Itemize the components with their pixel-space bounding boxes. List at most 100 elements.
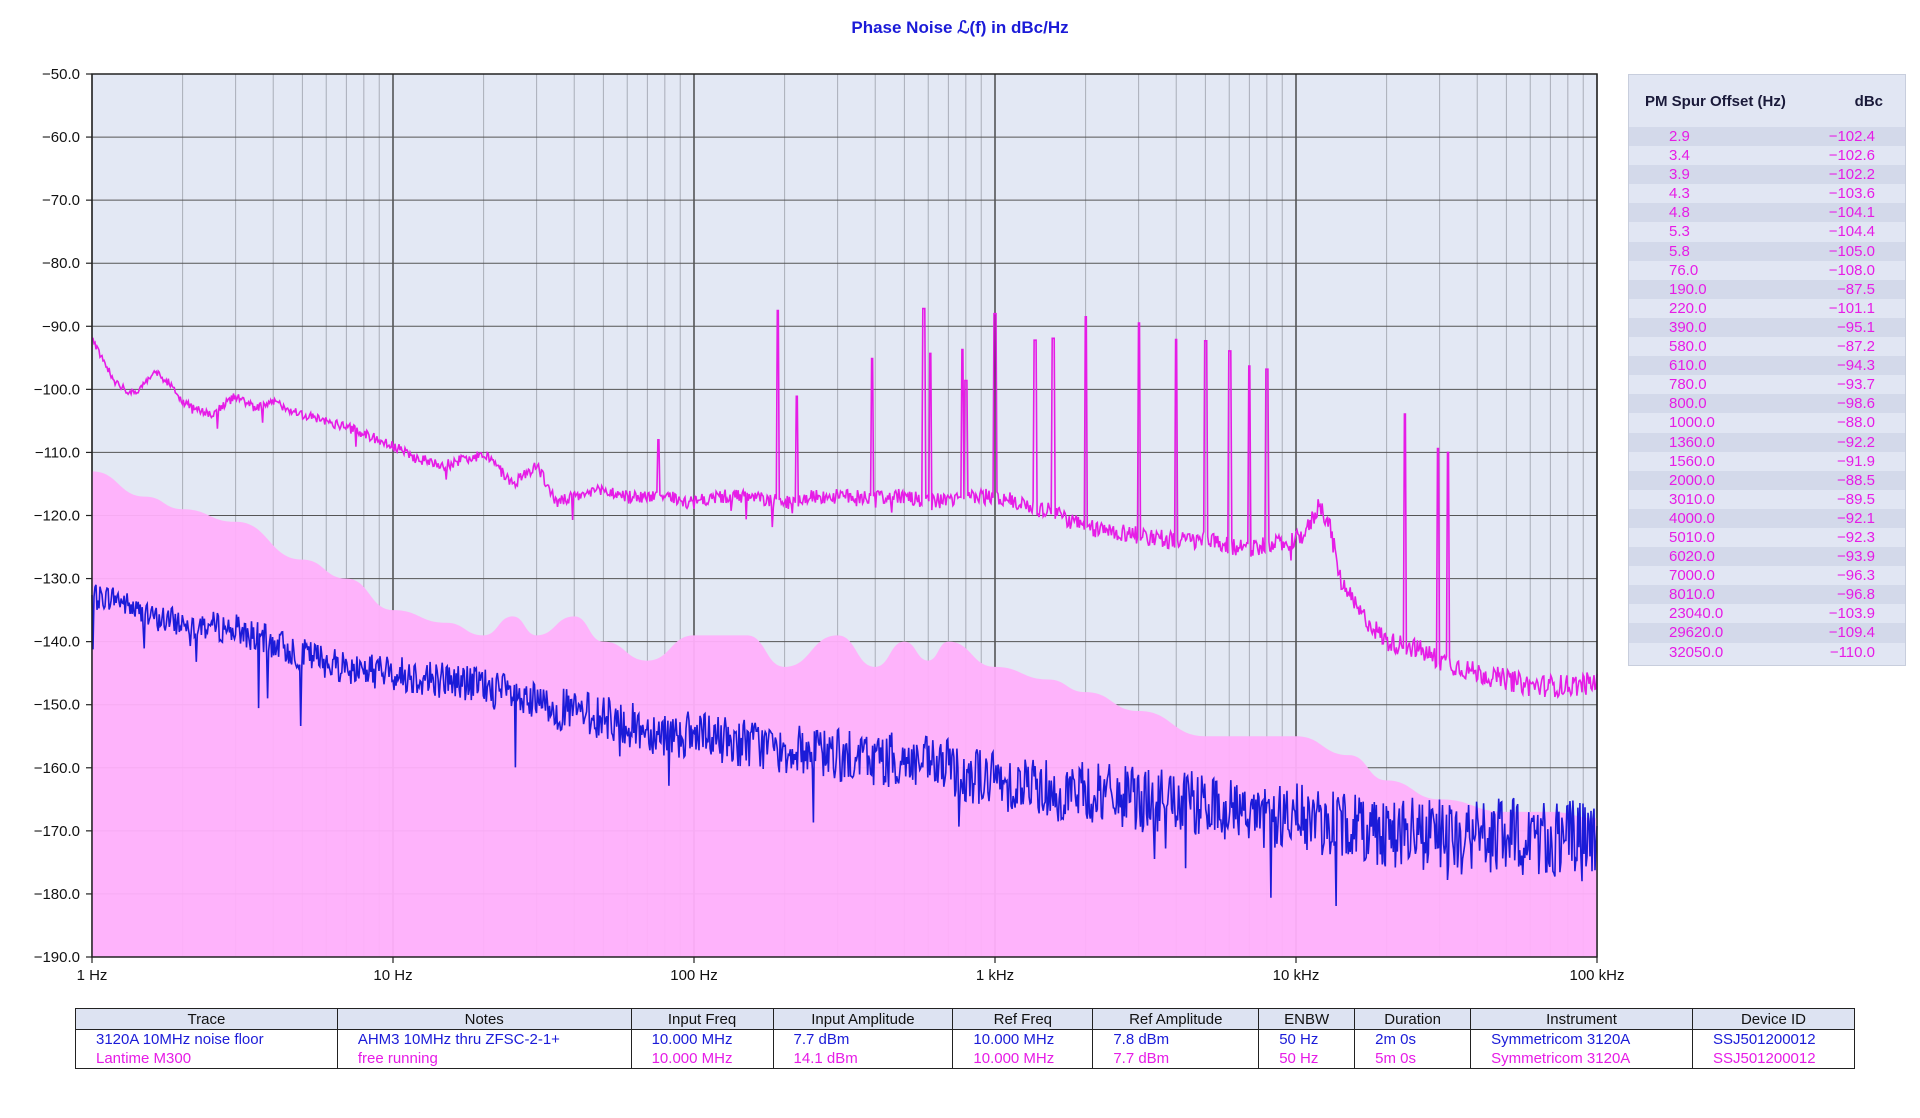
info-cell: 10.000 MHz [630, 1049, 774, 1069]
spur-dbc: −87.2 [1837, 338, 1875, 356]
spur-row: 4.8 −104.1 [1629, 203, 1905, 223]
spur-dbc: −103.9 [1828, 605, 1875, 623]
spur-row: 190.0 −87.5 [1629, 279, 1905, 299]
x-tick-label: 1 kHz [976, 967, 1014, 984]
spur-row: 800.0 −98.6 [1629, 394, 1905, 414]
spur-offset: 76.0 [1669, 261, 1699, 279]
info-column-header: Duration [1354, 1008, 1472, 1030]
lantime-trace [91, 307, 1598, 699]
info-row: Lantime M300 free running 10.000 MHz 14.1 d… [75, 1049, 1856, 1069]
y-tick-label: −180.0 [34, 886, 80, 903]
noise-floor-trace [91, 584, 1598, 907]
info-column-header: Input Freq [630, 1008, 774, 1030]
spur-offset: 4.3 [1669, 185, 1690, 203]
y-tick-label: −140.0 [34, 634, 80, 651]
spur-row: 390.0 −95.1 [1629, 317, 1905, 338]
spur-row: 7000.0 −96.3 [1629, 566, 1905, 585]
spur-offset: 610.0 [1669, 357, 1707, 375]
spur-offset: 220.0 [1669, 299, 1707, 317]
spur-dbc: −92.2 [1837, 433, 1875, 451]
spur-row: 5.8 −105.0 [1629, 241, 1905, 261]
spur-dbc: −96.3 [1837, 567, 1875, 585]
info-cell: 2m 0s [1354, 1029, 1472, 1049]
spur-row: 76.0 −108.0 [1629, 261, 1905, 280]
spur-dbc: −101.1 [1828, 299, 1875, 317]
spur-row: 3010.0 −89.5 [1629, 490, 1905, 509]
y-tick-label: −50.0 [42, 66, 80, 83]
spur-offset: 4.8 [1669, 204, 1690, 222]
info-cell: Symmetricom 3120A [1470, 1029, 1693, 1049]
info-cell: 7.7 dBm [772, 1029, 954, 1049]
spur-dbc: −109.4 [1828, 624, 1875, 642]
spur-dbc: −92.1 [1837, 509, 1875, 527]
chart-title: Phase Noise ℒ(f) in dBc/Hz [851, 18, 1069, 37]
spur-row: 4.3 −103.6 [1629, 184, 1905, 203]
spur-offset: 6020.0 [1669, 548, 1715, 566]
info-column-header: ENBW [1258, 1008, 1356, 1030]
y-tick-label: −160.0 [34, 760, 80, 777]
spur-offset: 8010.0 [1669, 586, 1715, 604]
x-tick-label: 10 Hz [373, 967, 412, 984]
spur-table-header: PM Spur Offset (Hz) dBc [1629, 75, 1905, 113]
spur-row: 780.0 −93.7 [1629, 375, 1905, 394]
spur-dbc: −88.0 [1837, 414, 1875, 432]
info-cell: 10.000 MHz [952, 1049, 1094, 1069]
info-cell: 50 Hz [1258, 1049, 1356, 1069]
y-tick-label: −70.0 [42, 192, 80, 209]
spur-offset: 1560.0 [1669, 452, 1715, 470]
spur-offset: 2000.0 [1669, 471, 1715, 489]
spur-dbc: −94.3 [1837, 357, 1875, 375]
spur-offset: 190.0 [1669, 280, 1707, 298]
spur-dbc: −105.0 [1828, 242, 1875, 260]
info-cell: 10.000 MHz [952, 1029, 1094, 1049]
spur-row: 5.3 −104.4 [1629, 222, 1905, 241]
y-tick-label: −130.0 [34, 571, 80, 588]
spur-row: 610.0 −94.3 [1629, 356, 1905, 376]
spur-offset: 3.9 [1669, 166, 1690, 184]
spur-dbc: −87.5 [1837, 280, 1875, 298]
spur-row: 2.9 −102.4 [1629, 127, 1905, 147]
spur-dbc: −95.1 [1837, 318, 1875, 336]
info-column-header: Ref Freq [952, 1008, 1094, 1030]
spur-dbc: −104.1 [1828, 204, 1875, 222]
spur-dbc: −98.6 [1837, 395, 1875, 413]
spur-dbc: −102.4 [1828, 128, 1875, 145]
spur-offset: 5010.0 [1669, 528, 1715, 546]
spur-dbc: −96.8 [1837, 586, 1875, 604]
info-cell: AHM3 10MHz thru ZFSC-2-1+ [336, 1029, 632, 1049]
info-column-header: Ref Amplitude [1092, 1008, 1260, 1030]
spur-row: 2000.0 −88.5 [1629, 470, 1905, 490]
spur-dbc: −102.6 [1828, 147, 1875, 165]
info-cell: 14.1 dBm [772, 1049, 954, 1069]
spur-row: 1360.0 −92.2 [1629, 432, 1905, 452]
spur-offset: 23040.0 [1669, 605, 1724, 623]
spur-offset: 780.0 [1669, 376, 1707, 394]
spur-offset: 2.9 [1669, 128, 1690, 145]
spur-row: 4000.0 −92.1 [1629, 508, 1905, 528]
y-tick-label: −120.0 [34, 508, 80, 525]
spur-dbc: −103.6 [1828, 185, 1875, 203]
info-row: 3120A 10MHz noise floor AHM3 10MHz thru Z… [75, 1029, 1856, 1049]
spur-row: 3.4 −102.6 [1629, 146, 1905, 165]
spur-dbc: −93.7 [1837, 376, 1875, 394]
spur-row: 3.9 −102.2 [1629, 165, 1905, 185]
info-cell: free running [336, 1049, 632, 1069]
spur-offset: 29620.0 [1669, 624, 1724, 642]
spur-row: 580.0 −87.2 [1629, 337, 1905, 356]
x-tick-label: 1 Hz [77, 967, 108, 984]
info-cell: 5m 0s [1354, 1049, 1472, 1069]
y-tick-label: −80.0 [42, 255, 80, 272]
info-column-header: Instrument [1470, 1008, 1693, 1030]
spur-dbc: −89.5 [1837, 490, 1875, 508]
spur-row: 29620.0 −109.4 [1629, 623, 1905, 643]
spur-row: 1560.0 −91.9 [1629, 452, 1905, 471]
spur-offset: 4000.0 [1669, 509, 1715, 527]
spur-offset: 1360.0 [1669, 433, 1715, 451]
y-tick-label: −150.0 [34, 697, 80, 714]
reference-mask-area [92, 471, 1597, 957]
info-cell: 7.7 dBm [1092, 1049, 1260, 1069]
spur-row: 220.0 −101.1 [1629, 299, 1905, 318]
spur-row: 5010.0 −92.3 [1629, 528, 1905, 547]
spur-offset: 3010.0 [1669, 490, 1715, 508]
x-tick-label: 10 kHz [1273, 967, 1320, 984]
